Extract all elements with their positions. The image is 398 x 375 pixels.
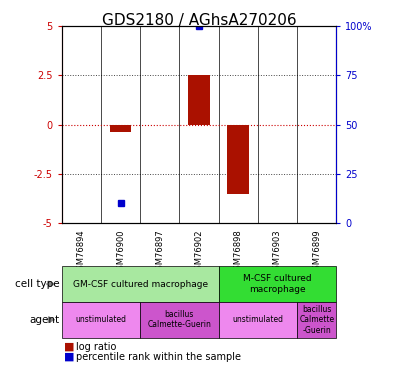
Text: unstimulated: unstimulated <box>232 315 283 324</box>
Text: log ratio: log ratio <box>76 342 116 352</box>
Text: GM-CSF cultured macrophage: GM-CSF cultured macrophage <box>72 280 208 289</box>
Text: bacillus
Calmette
-Guerin: bacillus Calmette -Guerin <box>299 305 334 334</box>
Text: ■: ■ <box>64 352 74 362</box>
Bar <box>110 124 131 132</box>
Text: bacillus
Calmette-Guerin: bacillus Calmette-Guerin <box>147 310 211 329</box>
Text: agent: agent <box>29 315 60 325</box>
Bar <box>188 75 210 124</box>
Text: M-CSF cultured
macrophage: M-CSF cultured macrophage <box>243 274 312 294</box>
Text: GDS2180 / AGhsA270206: GDS2180 / AGhsA270206 <box>101 13 297 28</box>
Bar <box>227 124 249 194</box>
Text: unstimulated: unstimulated <box>76 315 127 324</box>
Text: ■: ■ <box>64 342 74 352</box>
Text: cell type: cell type <box>15 279 60 289</box>
Text: percentile rank within the sample: percentile rank within the sample <box>76 352 241 362</box>
